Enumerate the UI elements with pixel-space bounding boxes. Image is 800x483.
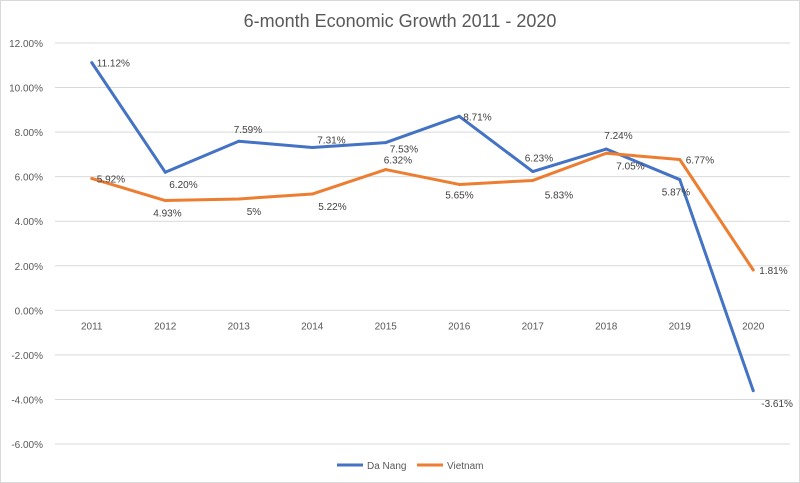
data-label: 8.71% [463,112,491,123]
data-point [237,139,241,143]
data-label: 6.32% [384,156,412,167]
data-point [457,182,461,186]
data-point [678,158,682,162]
legend-label: Vietnam [447,461,484,472]
y-tick-label: 2.00% [15,262,43,273]
data-point [90,61,94,65]
data-point [163,170,167,174]
data-point [457,114,461,118]
y-tick-label: 10.00% [9,84,43,95]
x-tick-label: 2014 [301,321,324,332]
data-label: 11.12% [97,59,130,70]
data-label: 5.92% [97,174,125,185]
y-tick-label: -6.00% [11,440,43,451]
data-label: 5.22% [318,202,346,213]
series-line-da-nang [90,61,755,392]
data-label: 7.59% [234,125,262,136]
data-point [751,268,755,272]
series-line-vietnam [91,151,755,271]
x-tick-label: 2018 [595,321,618,332]
data-label: 5% [247,207,262,218]
x-tick-label: 2019 [669,321,692,332]
data-point [384,168,388,172]
y-tick-label: 8.00% [15,128,43,139]
data-label: 5.83% [545,190,573,201]
y-tick-label: 12.00% [9,39,43,50]
data-point [604,151,608,155]
data-point [310,192,314,196]
data-label: 7.31% [317,135,345,146]
x-tick-label: 2015 [375,321,398,332]
x-tick-label: 2013 [228,321,251,332]
data-point [310,145,314,149]
data-point [678,178,682,182]
data-label: 7.05% [616,161,644,172]
data-label: 5.65% [445,190,473,201]
data-label: 5.87% [662,188,690,199]
data-label: 6.20% [169,180,197,191]
x-tick-label: 2020 [742,321,765,332]
data-point [604,147,608,151]
data-label: 6.23% [525,154,553,165]
data-label: 4.93% [153,209,181,220]
data-label: 1.81% [759,266,787,277]
data-point [531,178,535,182]
x-tick-label: 2017 [522,321,545,332]
y-tick-label: 4.00% [15,217,43,228]
data-label: 6.77% [686,156,714,167]
y-tick-label: -2.00% [11,351,43,362]
legend-label: Da Nang [367,461,406,472]
data-label: -3.61% [761,399,793,410]
chart-title: 6-month Economic Growth 2011 - 2020 [244,11,557,31]
x-tick-label: 2012 [154,321,177,332]
y-tick-label: 0.00% [15,306,43,317]
data-point [384,141,388,145]
data-point [751,389,755,393]
y-tick-label: -4.00% [11,395,43,406]
data-label: 7.24% [604,131,632,142]
data-point [531,170,535,174]
data-label: 7.53% [390,145,418,156]
y-tick-label: 6.00% [15,173,43,184]
x-tick-label: 2011 [81,321,103,332]
x-tick-label: 2016 [448,321,471,332]
data-point [163,199,167,203]
data-point [237,197,241,201]
data-point [90,176,94,180]
